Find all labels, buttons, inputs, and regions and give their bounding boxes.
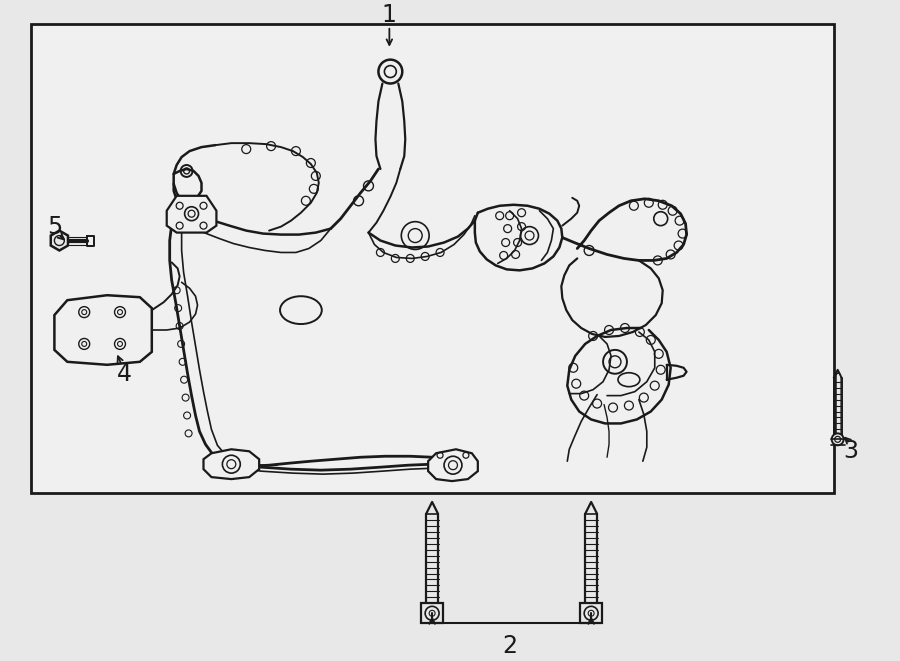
Polygon shape: [421, 603, 443, 623]
Circle shape: [78, 338, 90, 350]
Circle shape: [78, 307, 90, 317]
Polygon shape: [428, 449, 478, 481]
Bar: [31, 24, 833, 493]
Circle shape: [114, 338, 125, 350]
Polygon shape: [50, 231, 68, 251]
Circle shape: [832, 434, 843, 446]
Polygon shape: [580, 603, 602, 623]
Polygon shape: [166, 196, 216, 233]
Circle shape: [444, 456, 462, 474]
Polygon shape: [54, 295, 152, 365]
Circle shape: [584, 606, 598, 620]
Text: 2: 2: [502, 634, 518, 658]
Circle shape: [184, 207, 199, 221]
Circle shape: [222, 455, 240, 473]
Circle shape: [114, 307, 125, 317]
Text: 3: 3: [843, 440, 858, 463]
Polygon shape: [203, 449, 259, 479]
Text: 4: 4: [116, 362, 131, 386]
Text: 1: 1: [382, 3, 397, 27]
Circle shape: [425, 606, 439, 620]
Text: 5: 5: [47, 215, 62, 239]
